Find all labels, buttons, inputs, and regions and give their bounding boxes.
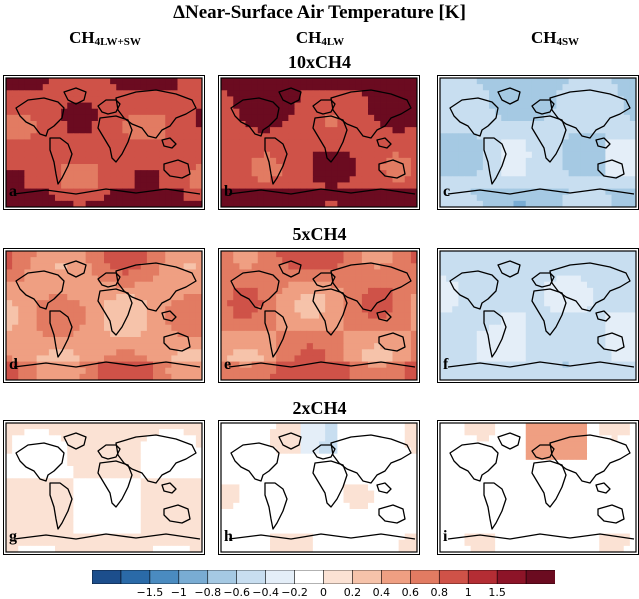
colorbar-swatch [324,570,353,584]
colorbar-tick-label: −0.6 [223,586,250,599]
colorbar-swatch [92,570,121,584]
colorbar-swatch [468,570,497,584]
colorbar-tick-label: 0 [320,586,327,599]
panel-letter: h [224,528,233,546]
colorbar-swatch [497,570,526,584]
colorbar-swatch [121,570,150,584]
colorbar-swatch [150,570,179,584]
colorbar-tick-label: −1 [171,586,187,599]
row-header-5x: 5xCH4 [0,224,639,245]
panel-letter: e [224,356,231,374]
colorbar-tick-label: −1.5 [137,586,164,599]
colorbar-swatch [179,570,208,584]
colorbar-swatch [237,570,266,584]
colorbar-swatch [381,570,410,584]
map-panel-a: a [3,75,205,210]
panel-letter: b [224,183,233,201]
panel-letter: g [9,528,17,546]
colorbar-tick-label: 0.6 [402,586,420,599]
colorbar-tick-label: 1 [465,586,472,599]
map-panel-e: e [218,248,420,383]
map-panel-f: f [437,248,639,383]
colorbar-tick-label: −0.8 [194,586,221,599]
column-header-lw: CH4LW [245,28,395,48]
column-header-sw: CH4SW [480,28,630,48]
panel-letter: f [443,356,448,374]
colorbar [92,570,555,584]
row-header-10x: 10xCH4 [0,52,639,73]
colorbar-swatch [208,570,237,584]
map-panel-b: b [218,75,420,210]
colorbar-swatch [295,570,324,584]
map-panel-c: c [437,75,639,210]
map-panel-g: g [3,420,205,555]
map-panel-h: h [218,420,420,555]
map-panel-d: d [3,248,205,383]
panel-letter: i [443,528,447,546]
colorbar-tick-label: −0.4 [252,586,279,599]
figure-title: ΔNear-Surface Air Temperature [K] [0,2,639,24]
panel-letter: d [9,356,18,374]
panel-letter: a [9,183,17,201]
colorbar-swatch [410,570,439,584]
colorbar-swatch [526,570,555,584]
map-panel-i: i [437,420,639,555]
colorbar-tick-label: 0.4 [373,586,391,599]
panel-letter: c [443,183,450,201]
colorbar-tick-label: 0.8 [431,586,449,599]
colorbar-swatch [439,570,468,584]
colorbar-tick-label: 0.2 [344,586,362,599]
colorbar-swatch [352,570,381,584]
colorbar-swatch [266,570,295,584]
row-header-2x: 2xCH4 [0,398,639,419]
colorbar-tick-label: 1.5 [488,586,506,599]
colorbar-tick-label: −0.2 [281,586,308,599]
column-header-lw-sw: CH4LW+SW [30,28,180,48]
